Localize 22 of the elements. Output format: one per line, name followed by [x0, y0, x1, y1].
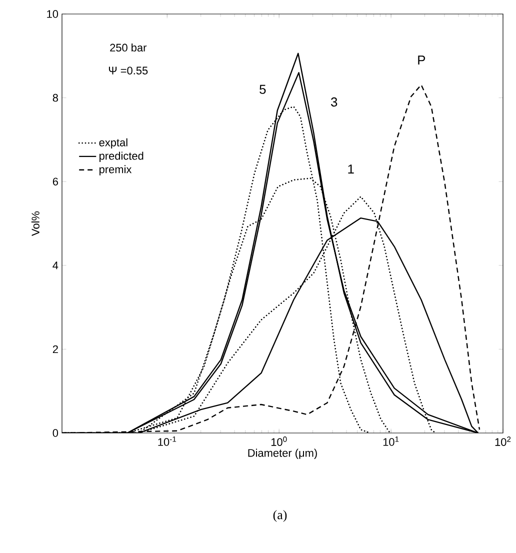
y-tick-label: 4 [52, 262, 58, 270]
annotation: 1 [348, 164, 354, 174]
annotation: P [418, 56, 426, 65]
y-tick-label: 0 [52, 429, 58, 437]
annotation: 5 [260, 84, 266, 94]
x-tick-label: 10$^{2}$ [495, 436, 511, 446]
x-axis-title: Diameter (μm) [248, 448, 317, 460]
y-tick-label: 8 [52, 94, 58, 102]
x-tick-label: 10$^{0}$ [271, 436, 287, 446]
x-tick-label: 10$^{1}$ [383, 436, 399, 446]
legend-label: exptal [99, 138, 128, 149]
y-tick-label: 6 [52, 178, 58, 186]
annotation: Ψ =0.55 [108, 66, 148, 74]
annotation: 250 bar [110, 43, 147, 52]
y-tick-label: 2 [52, 345, 58, 354]
y-tick-label: 10 [47, 10, 58, 18]
annotation: 3 [330, 97, 338, 107]
legend-label: premix [100, 165, 132, 176]
y-axis-title: Vol% [31, 211, 40, 236]
text: (a) [273, 510, 287, 522]
legend-label: predicted [100, 152, 144, 162]
x-tick-label: 10$^{-1}$ [158, 436, 176, 446]
